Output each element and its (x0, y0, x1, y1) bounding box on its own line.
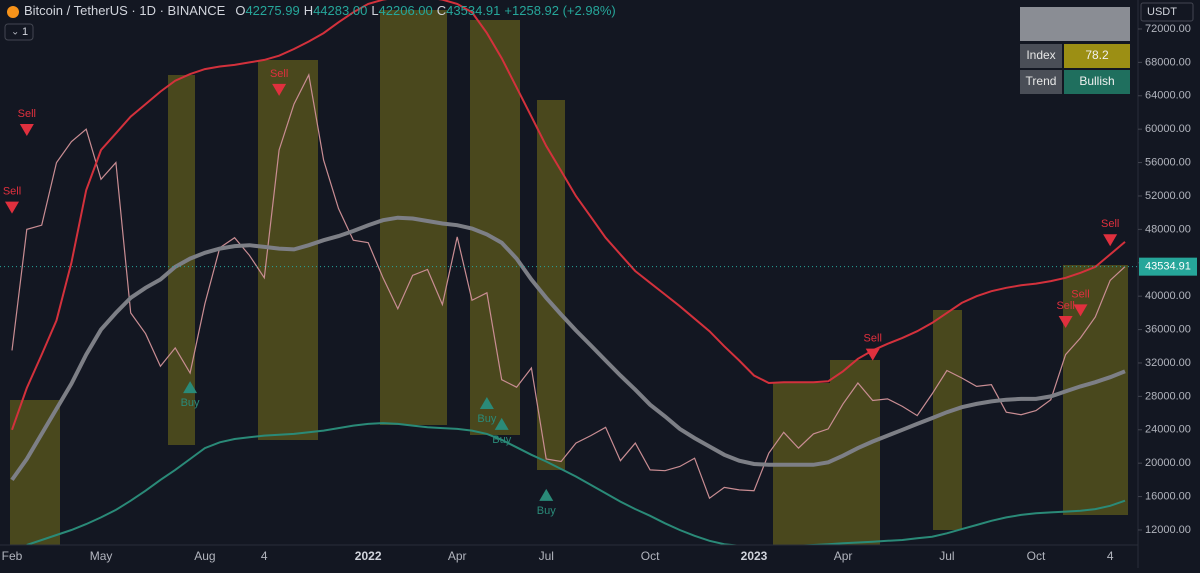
table-label: Index (1026, 48, 1055, 62)
series-line (26, 422, 1126, 545)
signal-label: Sell (864, 333, 882, 345)
x-tick-label: 4 (261, 549, 268, 563)
signal-label: Sell (1101, 218, 1119, 230)
ohlc-value: 43534.91 (446, 3, 500, 18)
y-tick-label: 32000.00 (1145, 357, 1191, 369)
x-tick-label: 2023 (741, 549, 768, 563)
x-tick-label: Jul (939, 549, 954, 563)
table-header (1020, 7, 1130, 41)
badge[interactable] (4, 23, 34, 41)
x-tick-label: Feb (2, 549, 23, 563)
chevron: ⌄ (11, 27, 19, 38)
signal-label: Buy (537, 505, 556, 517)
table-value: 78.2 (1085, 48, 1109, 62)
ohlc-key: H (304, 3, 313, 18)
price-label: 43534.91 (1145, 261, 1191, 273)
series-line (10, 215, 1126, 482)
zone (470, 20, 520, 435)
currency: USDT (1147, 6, 1177, 18)
zone (830, 360, 880, 545)
table-cell (1020, 44, 1062, 68)
ohlc-key: O (235, 3, 245, 18)
buy-marker (183, 381, 198, 394)
zone (933, 310, 962, 530)
zone (537, 100, 565, 470)
sell-marker (1058, 316, 1073, 329)
sell-marker (5, 201, 19, 214)
signal-label: Sell (1071, 288, 1089, 300)
x-tick-label: Apr (834, 549, 853, 563)
y-tick-label: 48000.00 (1145, 223, 1191, 235)
signal-label: Buy (492, 434, 511, 446)
buy-marker (539, 488, 554, 501)
title: Bitcoin / TetherUS · 1D · BINANCE (24, 3, 226, 18)
y-tick-label: 52000.00 (1145, 190, 1191, 202)
y-tick-label: 72000.00 (1145, 23, 1191, 35)
table-label: Trend (1026, 74, 1057, 88)
signal-label: Buy (181, 397, 200, 409)
sell-marker (1103, 234, 1118, 247)
buy-marker (479, 397, 494, 410)
signal-label: Buy (477, 413, 496, 425)
ohlc-value: 44283.00 (313, 3, 367, 18)
y-tick-label: 28000.00 (1145, 390, 1191, 402)
ohlc-value: 42275.99 (245, 3, 299, 18)
buy-marker (494, 417, 509, 430)
sell-marker (865, 348, 880, 361)
table-cell (1064, 44, 1130, 68)
ohlc-key: C (437, 3, 446, 18)
y-tick-label: 64000.00 (1145, 90, 1191, 102)
symbol-icon (7, 6, 19, 18)
sell-marker (19, 124, 34, 137)
header: Bitcoin / TetherUS · 1D · BINANCE O42275.… (24, 3, 616, 18)
table-cell (1020, 70, 1062, 94)
table-value: Bullish (1079, 74, 1114, 88)
change: +1258.92 (+2.98%) (504, 3, 615, 18)
x-tick-label: Aug (194, 549, 215, 563)
ohlc-key: L (371, 3, 378, 18)
y-tick-label: 56000.00 (1145, 156, 1191, 168)
x-tick-label: Apr (448, 549, 467, 563)
y-tick-label: 24000.00 (1145, 424, 1191, 436)
y-tick-label: 68000.00 (1145, 56, 1191, 68)
series-line (11, 73, 1126, 500)
x-tick-label: 4 (1107, 549, 1114, 563)
table-cell (1064, 70, 1130, 94)
y-tick-label: 60000.00 (1145, 123, 1191, 135)
ohlc-value: 42206.00 (379, 3, 433, 18)
signal-label: Sell (270, 68, 288, 80)
sell-marker (272, 83, 287, 96)
x-tick-label: 2022 (355, 549, 382, 563)
x-tick-label: Oct (1027, 549, 1046, 563)
highlight-zones (10, 10, 1128, 545)
y-tick-label: 16000.00 (1145, 490, 1191, 502)
signal-label: Sell (1056, 300, 1074, 312)
x-tick-label: May (90, 549, 113, 563)
series-line (11, 0, 1126, 431)
currency-box[interactable] (1140, 2, 1194, 22)
signal-label: Sell (3, 186, 21, 198)
y-tick-label: 40000.00 (1145, 290, 1191, 302)
signal-label: Sell (18, 108, 36, 120)
y-tick-label: 12000.00 (1145, 524, 1191, 536)
y-tick-label: 36000.00 (1145, 323, 1191, 335)
price-box (1139, 257, 1197, 276)
sell-marker (1073, 304, 1088, 317)
y-tick-label: 20000.00 (1145, 457, 1191, 469)
interval-badge: 1 (22, 26, 28, 38)
x-tick-label: Oct (641, 549, 660, 563)
x-tick-label: Jul (539, 549, 554, 563)
